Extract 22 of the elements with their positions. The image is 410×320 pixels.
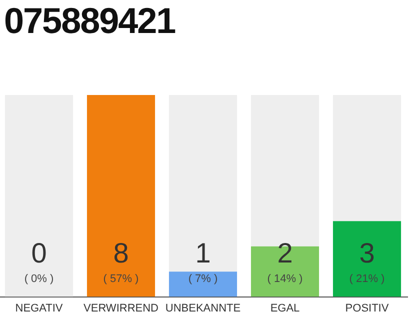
annotation: 0 [31,238,47,269]
annotation: ( 57% ) [103,272,139,285]
x-tick-label: NEGATIV [15,302,64,314]
bar [332,95,402,222]
annotation: ( 7% ) [188,272,218,285]
x-tick-label: UNBEKANNTE [165,302,241,314]
annotation: ( 0% ) [24,272,54,285]
data-label: 3 [359,238,375,269]
data-label: 1 [195,238,211,269]
annotation: ( 14% ) [267,272,303,285]
x-tick-label: VERWIRREND [84,302,159,314]
data-label: 2 [277,238,293,269]
data-label: 8 [113,238,129,269]
bar [86,95,156,297]
annotation: ( 21% ) [349,272,385,285]
x-tick-label: EGAL [270,302,300,314]
bar [4,95,74,297]
bar [168,272,238,297]
bar [168,95,238,272]
x-tick-label: POSITIV [345,302,390,314]
bar [332,221,402,297]
chart-title: 075889421 [4,0,176,42]
